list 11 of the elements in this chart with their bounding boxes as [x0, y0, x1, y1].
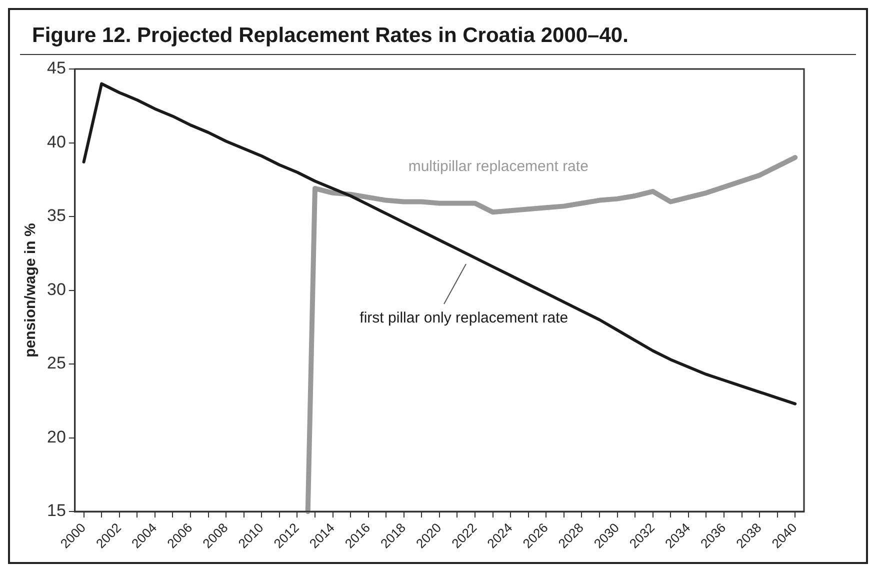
- y-tick-label: 20: [46, 427, 66, 446]
- y-tick-label: 45: [46, 58, 66, 78]
- y-tick-label: 40: [46, 132, 66, 152]
- chart-title: Figure 12. Projected Replacement Rates in Croatia 2000–40.: [20, 10, 856, 55]
- y-tick-label: 35: [46, 206, 66, 226]
- y-tick-label: 25: [46, 354, 66, 373]
- series-label: multipillar replacement rate: [408, 158, 588, 176]
- y-axis-title: pension/wage in %: [22, 223, 40, 358]
- y-tick-label: 30: [46, 280, 66, 299]
- y-tick-label: 15: [46, 501, 66, 520]
- series-label: first pillar only replacement rate: [360, 309, 568, 326]
